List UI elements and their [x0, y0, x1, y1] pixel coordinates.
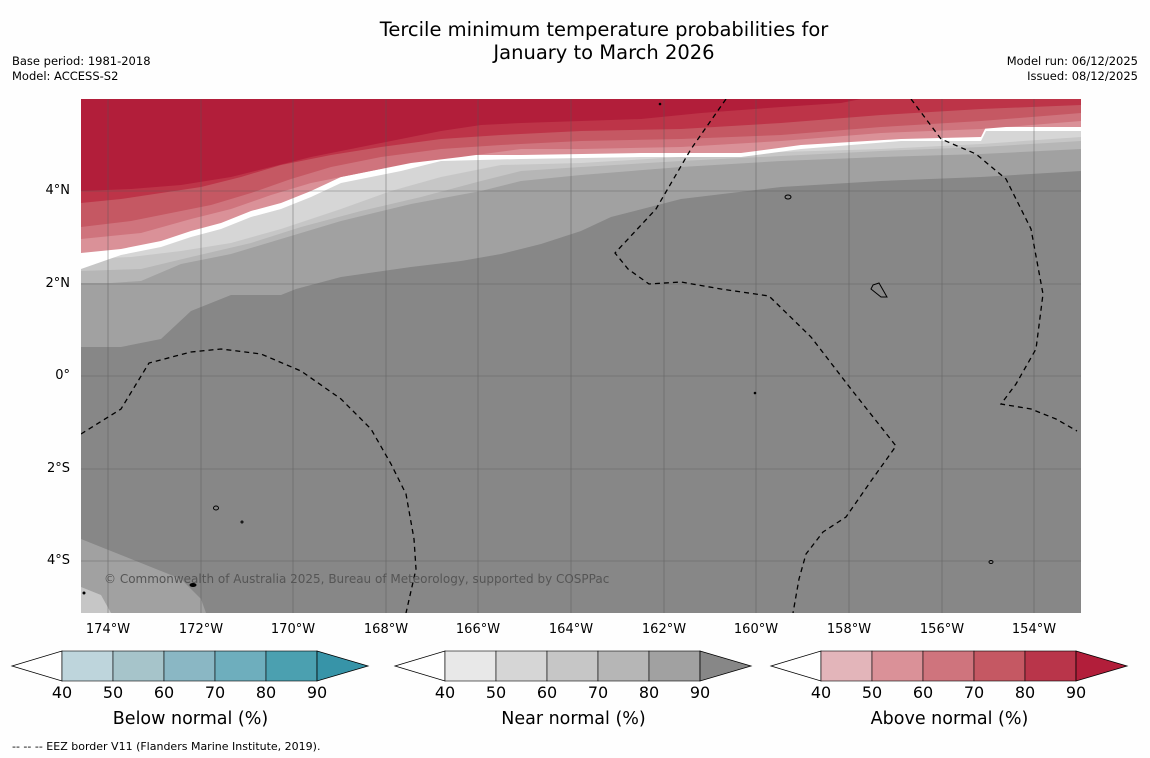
lon-label: 154°W	[1011, 622, 1057, 637]
colorbar-low-arrow	[393, 650, 446, 682]
graticule	[81, 99, 1081, 613]
island-6	[753, 391, 757, 395]
colorbar-tick: 50	[485, 683, 507, 702]
lat-label: 2°S	[46, 461, 70, 476]
colorbar-above-graphic	[769, 650, 1129, 682]
colorbar-near-normal: 40 50 60 70 80 90 Near normal (%)	[393, 648, 755, 729]
island-8	[82, 591, 86, 595]
lon-label: 162°W	[641, 622, 687, 637]
colorbar-swatch	[922, 650, 975, 682]
base-info: Base period: 1981-2018 Model: ACCESS-S2	[12, 54, 151, 84]
island-1	[784, 194, 792, 200]
eez-borders	[81, 99, 1078, 613]
colorbar-swatch	[214, 650, 267, 682]
colorbar-swatch	[265, 650, 318, 682]
colorbar-swatch	[820, 650, 873, 682]
colorbar-tick: 80	[255, 683, 277, 702]
colorbar-tick: 80	[1014, 683, 1036, 702]
colorbar-swatch	[444, 650, 497, 682]
colorbar-swatch	[871, 650, 924, 682]
lon-label: 164°W	[548, 622, 594, 637]
model-name: Model: ACCESS-S2	[12, 69, 119, 83]
colorbar-tick: 90	[689, 683, 711, 702]
colorbar-tick: 60	[536, 683, 558, 702]
colorbar-tick: 80	[638, 683, 660, 702]
colorbar-swatch	[597, 650, 650, 682]
title-line-2: January to March 2026	[493, 41, 715, 64]
colorbar-tick: 60	[153, 683, 175, 702]
lat-label: 4°N	[45, 183, 71, 198]
colorbar-tick: 60	[912, 683, 934, 702]
lat-label: 2°N	[45, 276, 71, 291]
colorbar-title: Above normal (%)	[870, 709, 1029, 729]
colorbar-swatch	[495, 650, 548, 682]
colorbar-tick: 40	[810, 683, 832, 702]
colorbar-swatch	[61, 650, 114, 682]
colorbar-low-arrow	[769, 650, 822, 682]
colorbar-below-graphic	[10, 650, 370, 682]
colorbar-below-normal: 40 50 60 70 80 90 Below normal (%)	[10, 648, 372, 729]
colorbar-swatch	[112, 650, 165, 682]
near-80-region-southwest	[81, 539, 206, 613]
colorbar-above-normal: 40 50 60 70 80 90 Above normal (%)	[769, 648, 1131, 729]
colorbar-tick: 40	[51, 683, 73, 702]
colorbar-tick: 90	[1065, 683, 1087, 702]
lon-label: 166°W	[455, 622, 501, 637]
probability-map	[81, 99, 1081, 613]
colorbar-high-arrow	[316, 650, 370, 682]
eez-footnote: -- -- -- EEZ border V11 (Flanders Marine…	[12, 740, 321, 753]
colorbar-tick: 50	[102, 683, 124, 702]
lon-label: 172°W	[178, 622, 224, 637]
colorbar-high-arrow	[699, 650, 753, 682]
model-run: Model run: 06/12/2025	[1006, 54, 1138, 68]
island-4	[240, 520, 244, 524]
colorbar-swatch	[1024, 650, 1077, 682]
lon-label: 168°W	[363, 622, 409, 637]
island-7	[988, 560, 994, 564]
lon-label: 170°W	[270, 622, 316, 637]
colorbar-tick: 90	[306, 683, 328, 702]
above-90-region	[81, 99, 861, 191]
lat-label: 0°	[55, 368, 70, 383]
colorbar-tick: 70	[587, 683, 609, 702]
island-3	[213, 505, 219, 511]
colorbar-swatch	[546, 650, 599, 682]
colorbar-high-arrow	[1075, 650, 1129, 682]
colorbar-tick: 70	[963, 683, 985, 702]
lon-label: 156°W	[919, 622, 965, 637]
lat-label: 4°S	[46, 553, 70, 568]
colorbar-swatch	[163, 650, 216, 682]
colorbar-low-arrow	[10, 650, 63, 682]
colorbar-title: Near normal (%)	[501, 709, 646, 729]
lon-label: 160°W	[733, 622, 779, 637]
title-line-1: Tercile minimum temperature probabilitie…	[379, 18, 829, 41]
near-70-region-southwest	[81, 587, 111, 613]
islands	[82, 102, 994, 595]
island-9	[658, 102, 662, 106]
island-2	[870, 282, 888, 298]
colorbar-tick: 70	[204, 683, 226, 702]
colorbar-tick: 50	[861, 683, 883, 702]
copyright-credit: © Commonwealth of Australia 2025, Bureau…	[104, 572, 610, 586]
island-5	[189, 583, 197, 587]
colorbar-swatch	[648, 650, 701, 682]
lon-label: 158°W	[826, 622, 872, 637]
lon-label: 174°W	[85, 622, 131, 637]
colorbar-title: Below normal (%)	[112, 709, 269, 729]
colorbar-tick: 40	[434, 683, 456, 702]
issued-date: Issued: 08/12/2025	[1027, 69, 1138, 83]
base-period: Base period: 1981-2018	[12, 54, 151, 68]
run-info: Model run: 06/12/2025 Issued: 08/12/2025	[1007, 54, 1138, 84]
colorbar-swatch	[973, 650, 1026, 682]
colorbar-near-graphic	[393, 650, 753, 682]
map-title: Tercile minimum temperature probabilitie…	[250, 18, 958, 64]
